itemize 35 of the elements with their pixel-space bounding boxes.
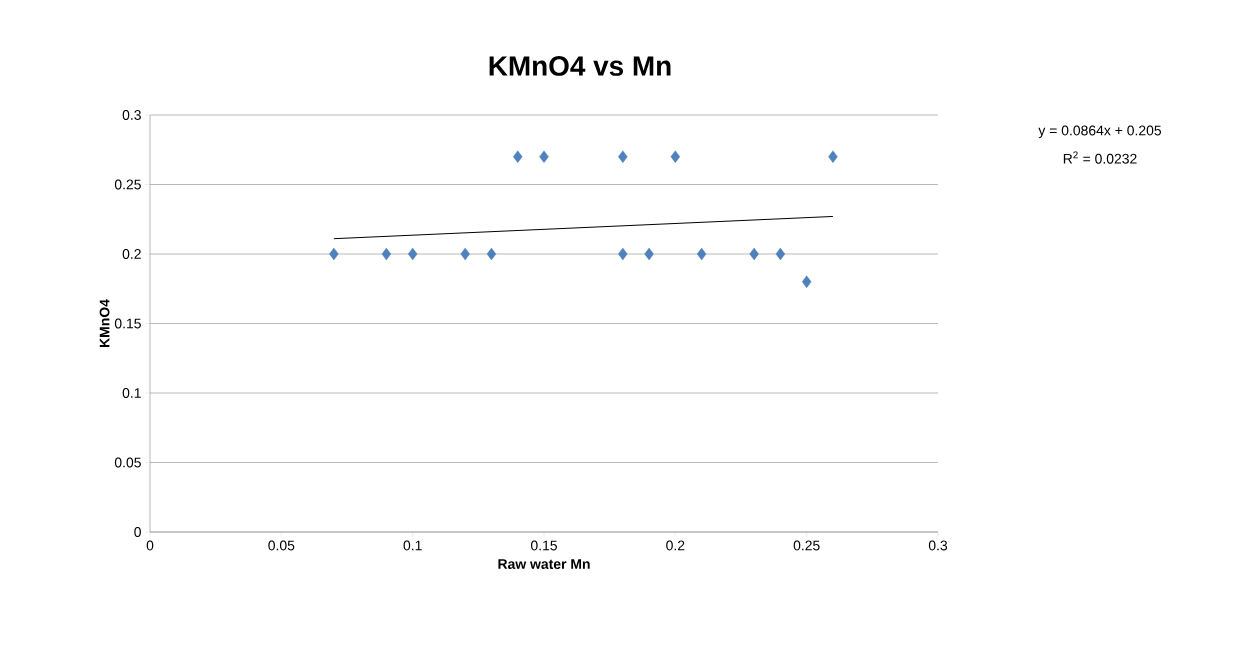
text: R$^{2}$ = 0.0232 — [1063, 151, 1137, 164]
point — [749, 247, 759, 261]
y-tick-label: 0.1 — [122, 388, 141, 398]
point — [618, 247, 628, 261]
x-tick-label: 0.1 — [403, 540, 422, 551]
point — [828, 150, 838, 163]
x-tick-label: 0.25 — [793, 540, 820, 551]
y-tick-label: 0.05 — [114, 457, 141, 468]
point — [696, 247, 707, 261]
y-tick-label: 0 — [134, 527, 141, 537]
point — [486, 247, 497, 261]
point — [618, 150, 628, 163]
point — [407, 247, 418, 261]
chart-title: KMnO4 vs Mn — [489, 56, 671, 76]
x-tick-label: 0.15 — [530, 540, 557, 551]
point — [381, 247, 392, 261]
point — [329, 247, 339, 261]
point — [460, 247, 470, 261]
x-tick-label: 0 — [146, 540, 154, 551]
y-tick-label: 0.25 — [114, 179, 141, 190]
point — [670, 150, 681, 163]
x-tick-label: 0.05 — [268, 540, 295, 551]
point — [775, 247, 786, 261]
x-axis-title: Raw water Mn — [498, 559, 590, 569]
point — [801, 275, 812, 288]
y-tick-label: 0.2 — [122, 249, 141, 259]
x-tick-label: 0.3 — [928, 540, 948, 551]
point — [644, 247, 654, 261]
y-tick-label: 0.3 — [122, 110, 141, 120]
x-tick-label: 0.2 — [666, 540, 685, 551]
point — [513, 150, 523, 163]
point — [539, 150, 549, 163]
y-axis-title: KMnO4 — [99, 299, 110, 347]
text: y = 0.0864x + 0.205 — [1038, 125, 1162, 139]
y-tick-label: 0.15 — [114, 318, 141, 329]
